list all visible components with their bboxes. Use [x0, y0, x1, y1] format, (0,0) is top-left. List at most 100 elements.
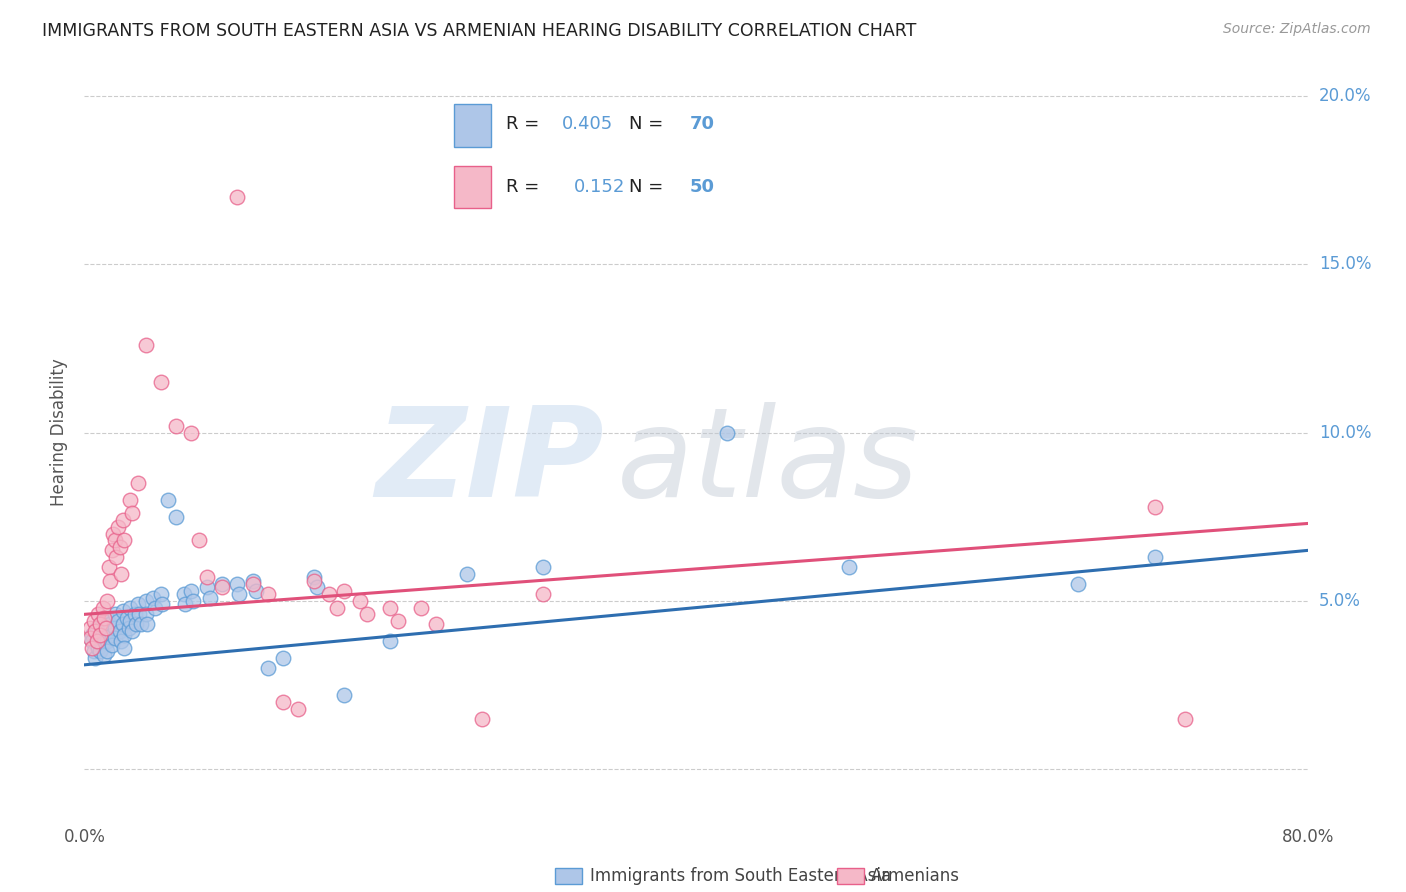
Point — [195, 581, 218, 595]
Point — [387, 614, 409, 628]
Point — [89, 627, 111, 641]
Point — [409, 600, 432, 615]
Point — [125, 617, 148, 632]
Point — [86, 621, 108, 635]
Point — [80, 640, 103, 655]
Point — [135, 338, 157, 352]
Point — [127, 597, 149, 611]
Point — [380, 634, 402, 648]
Point — [228, 587, 250, 601]
Point — [96, 624, 118, 639]
Point — [456, 566, 478, 581]
Point — [1143, 550, 1166, 565]
Point — [93, 610, 115, 624]
Point — [136, 617, 159, 632]
Point — [84, 651, 107, 665]
Point — [195, 570, 218, 584]
Point — [531, 560, 554, 574]
Point — [127, 476, 149, 491]
Point — [257, 661, 280, 675]
Point — [271, 651, 294, 665]
Point — [89, 617, 111, 632]
Point — [111, 513, 134, 527]
Point — [149, 375, 172, 389]
Point — [86, 634, 108, 648]
Point — [1143, 500, 1166, 514]
Point — [149, 587, 172, 601]
FancyBboxPatch shape — [555, 868, 582, 884]
Point — [838, 560, 860, 574]
Point — [112, 640, 135, 655]
Point — [104, 631, 127, 645]
Text: Immigrants from South Eastern Asia: Immigrants from South Eastern Asia — [589, 867, 890, 885]
Point — [84, 624, 107, 639]
Text: 0.0%: 0.0% — [63, 828, 105, 846]
Point — [121, 507, 143, 521]
Y-axis label: Hearing Disability: Hearing Disability — [51, 359, 69, 507]
Point — [91, 614, 114, 628]
Point — [97, 560, 120, 574]
Point — [104, 533, 127, 548]
Point — [107, 614, 129, 628]
Point — [118, 621, 141, 635]
Point — [157, 492, 180, 507]
Point — [271, 695, 294, 709]
Point — [1174, 712, 1197, 726]
Point — [242, 574, 264, 588]
Point — [287, 701, 309, 715]
Point — [101, 627, 124, 641]
Point — [181, 594, 204, 608]
Point — [105, 550, 128, 565]
Point — [226, 577, 249, 591]
Point — [101, 543, 124, 558]
Point — [89, 617, 111, 632]
Point — [471, 712, 494, 726]
Point — [94, 621, 117, 635]
Point — [318, 587, 340, 601]
Point — [115, 610, 138, 624]
Point — [325, 600, 347, 615]
Point — [79, 621, 101, 635]
Point — [112, 627, 135, 641]
Point — [89, 627, 111, 641]
Point — [111, 604, 134, 618]
Text: 20.0%: 20.0% — [1319, 87, 1371, 105]
Point — [226, 190, 249, 204]
Point — [108, 540, 131, 554]
Point — [110, 634, 132, 648]
FancyBboxPatch shape — [837, 868, 863, 884]
Text: Armenians: Armenians — [870, 867, 960, 885]
Point — [333, 688, 356, 702]
Point — [112, 533, 135, 548]
Point — [110, 566, 132, 581]
Point — [101, 638, 124, 652]
Point — [89, 634, 111, 648]
Point — [104, 607, 127, 622]
Text: Source: ZipAtlas.com: Source: ZipAtlas.com — [1223, 22, 1371, 37]
Point — [302, 570, 325, 584]
Point — [107, 520, 129, 534]
Text: atlas: atlas — [616, 401, 918, 523]
Point — [245, 583, 267, 598]
Point — [120, 614, 142, 628]
Point — [302, 574, 325, 588]
Point — [188, 533, 211, 548]
Point — [180, 583, 202, 598]
Point — [716, 425, 738, 440]
Point — [257, 587, 280, 601]
Point — [121, 624, 143, 639]
Point — [198, 591, 221, 605]
Point — [89, 644, 111, 658]
Point — [333, 583, 356, 598]
Point — [96, 610, 118, 624]
Point — [165, 509, 187, 524]
Point — [120, 600, 142, 615]
Text: 15.0%: 15.0% — [1319, 255, 1371, 273]
Point — [380, 600, 402, 615]
Point — [150, 597, 173, 611]
Point — [356, 607, 378, 622]
Point — [173, 587, 195, 601]
Point — [305, 581, 328, 595]
Point — [98, 574, 121, 588]
Point — [124, 607, 146, 622]
